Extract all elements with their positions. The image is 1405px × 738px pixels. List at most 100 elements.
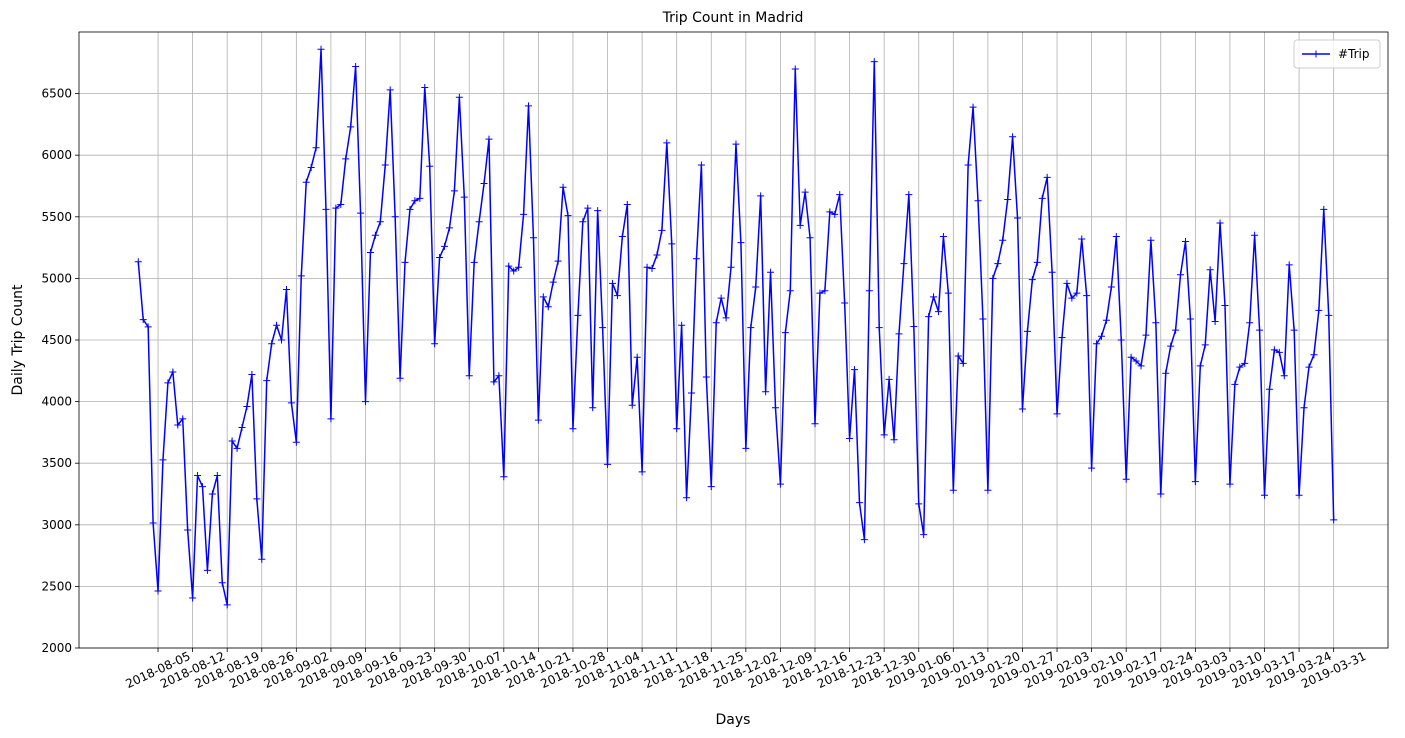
data-point <box>683 494 691 502</box>
data-point <box>589 404 597 412</box>
data-point <box>208 490 216 498</box>
data-point <box>554 257 562 265</box>
data-point <box>712 319 720 327</box>
data-point <box>515 263 523 271</box>
legend-box <box>1293 39 1381 69</box>
data-point <box>534 416 542 424</box>
data-point <box>697 161 705 169</box>
data-point <box>1226 480 1234 488</box>
data-point <box>352 62 360 70</box>
data-point <box>1132 357 1140 365</box>
data-point <box>475 218 483 226</box>
data-point <box>776 480 784 488</box>
data-point <box>332 204 340 212</box>
data-point <box>648 265 656 273</box>
data-point <box>1018 405 1026 413</box>
data-point <box>1320 205 1328 213</box>
data-point <box>401 258 409 266</box>
data-point <box>974 197 982 205</box>
data-point <box>416 194 424 202</box>
data-point <box>692 255 700 263</box>
data-point <box>243 403 251 411</box>
y-tick-label: 4500 <box>41 333 72 347</box>
data-point <box>1241 359 1249 367</box>
data-point <box>505 262 513 270</box>
y-tick-label: 3500 <box>41 456 72 470</box>
data-point <box>273 321 281 329</box>
legend-marker <box>1312 50 1320 58</box>
data-point <box>455 93 463 101</box>
data-point <box>391 213 399 221</box>
data-point <box>1325 311 1333 319</box>
data-point <box>994 260 1002 268</box>
data-point <box>880 431 888 439</box>
data-point <box>959 359 967 367</box>
data-point <box>139 316 147 324</box>
data-point <box>312 144 320 152</box>
x-axis-label: Days <box>716 712 751 728</box>
data-point <box>292 438 300 446</box>
data-point <box>1083 292 1091 300</box>
data-point <box>164 379 172 387</box>
data-point <box>1014 214 1022 222</box>
data-point <box>1236 363 1244 371</box>
data-point <box>930 293 938 301</box>
data-point <box>218 579 226 587</box>
plot-frame <box>78 31 1389 649</box>
data-point <box>939 233 947 241</box>
data-point <box>253 495 261 503</box>
data-point <box>599 324 607 332</box>
data-point <box>1112 233 1120 241</box>
data-point <box>1261 491 1269 499</box>
data-point <box>1300 404 1308 412</box>
chart-title: Trip Count in Madrid <box>662 10 804 26</box>
data-point <box>1028 276 1036 284</box>
data-point <box>154 587 162 595</box>
data-point <box>870 58 878 66</box>
data-point <box>1167 342 1175 350</box>
data-point <box>1310 351 1318 359</box>
data-point <box>762 388 770 396</box>
data-point <box>841 299 849 307</box>
data-point <box>865 287 873 295</box>
data-point <box>885 375 893 383</box>
data-point <box>1023 327 1031 335</box>
data-point <box>915 500 923 508</box>
data-point <box>604 460 612 468</box>
data-point <box>1157 490 1165 498</box>
data-point <box>836 191 844 199</box>
y-axis-label: Daily Trip Count <box>10 284 26 395</box>
data-point <box>791 65 799 73</box>
data-point <box>233 444 241 452</box>
data-point <box>1196 362 1204 370</box>
data-point <box>228 437 236 445</box>
data-point <box>1270 346 1278 354</box>
data-point <box>796 221 804 229</box>
data-point <box>900 260 908 268</box>
data-point <box>954 352 962 360</box>
legend-label: #Trip <box>1338 47 1370 61</box>
data-point <box>920 531 928 539</box>
data-point <box>282 285 290 293</box>
data-point <box>421 83 429 91</box>
data-point <box>1093 340 1101 348</box>
data-point <box>1122 475 1130 483</box>
data-point <box>579 218 587 226</box>
data-point <box>411 197 419 205</box>
data-point <box>1009 133 1017 141</box>
data-point <box>480 180 488 188</box>
data-point <box>821 287 829 295</box>
data-point <box>584 204 592 212</box>
data-point <box>465 372 473 380</box>
data-point <box>1256 326 1264 334</box>
data-point <box>623 200 631 208</box>
data-point <box>1201 341 1209 349</box>
data-point <box>361 398 369 406</box>
data-point <box>979 315 987 323</box>
data-point <box>1102 316 1110 324</box>
data-point <box>1053 410 1061 418</box>
data-point <box>376 218 384 226</box>
data-point <box>1098 332 1105 340</box>
y-tick-label: 5000 <box>41 271 72 285</box>
data-point <box>969 103 977 111</box>
